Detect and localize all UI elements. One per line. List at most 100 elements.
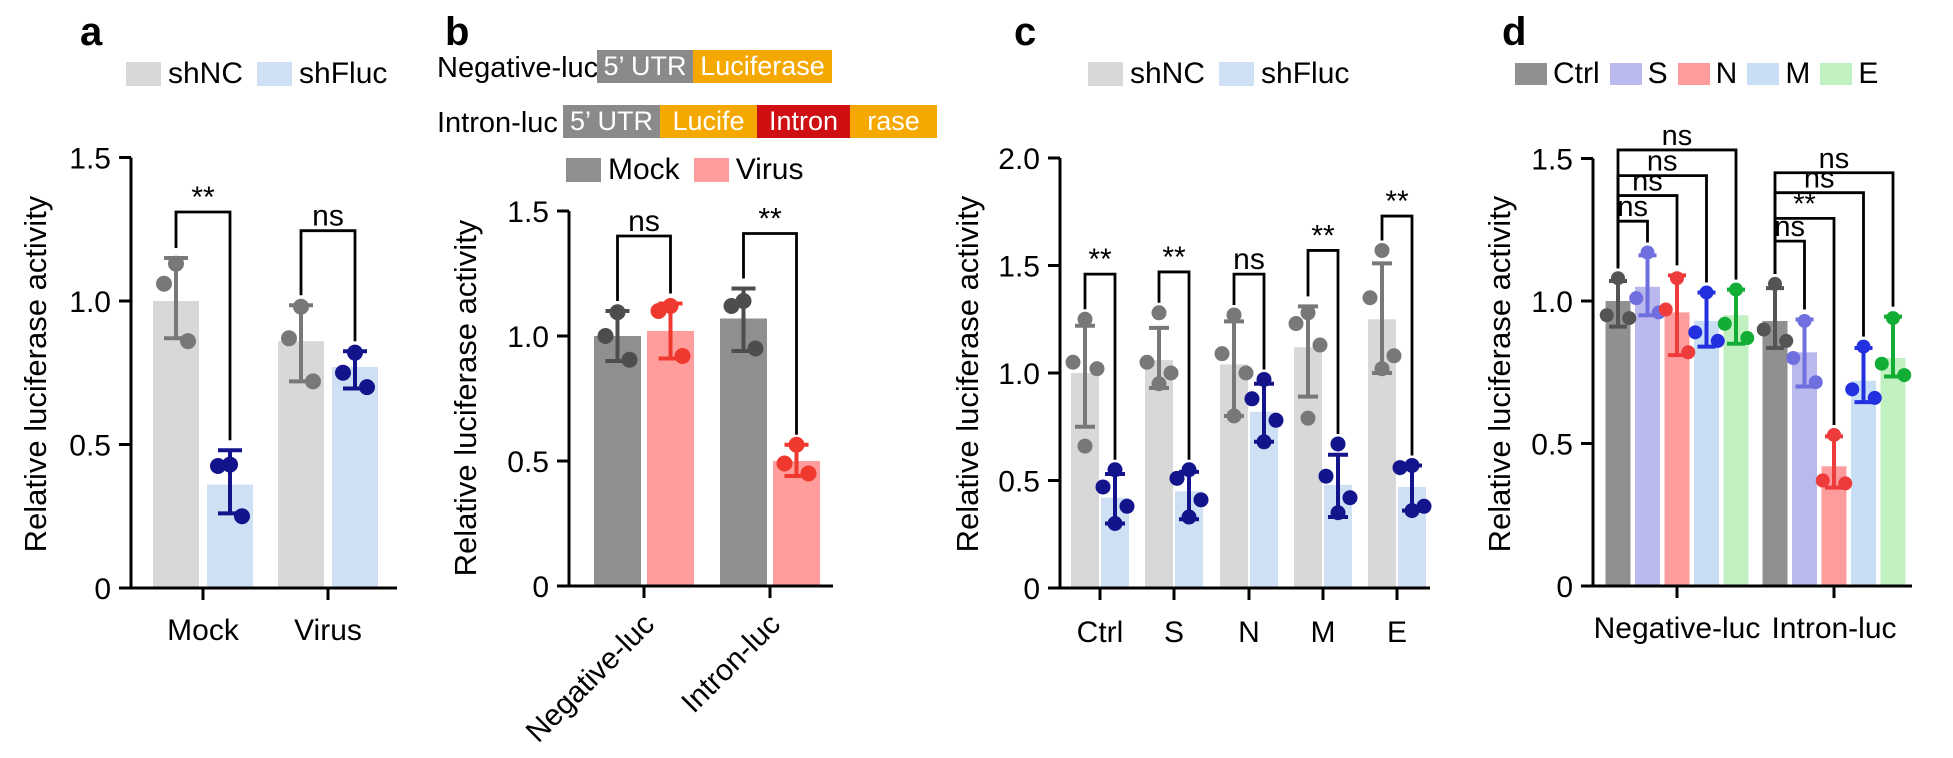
sig-label: ** [1385,185,1409,218]
data-point [662,298,679,314]
legend-label-m: M [1785,57,1811,90]
bar [1851,380,1876,586]
data-point [800,465,817,482]
data-point [168,255,184,272]
sig-bracket [1157,270,1191,460]
legend-label-shnc: shNC [1130,57,1206,90]
data-point [1193,492,1209,508]
data-point [1077,438,1093,454]
data-point [1670,271,1684,286]
bar [1880,358,1906,586]
legend-label-shfluc: shFluc [1261,57,1350,90]
data-point [222,456,238,473]
sig-bracket [1616,219,1649,269]
data-point [1163,365,1179,381]
legend-label-n: N [1715,57,1738,90]
data-point [1856,339,1871,354]
data-point [1729,282,1743,297]
category-label: Intron-luc [1771,612,1896,645]
data-point [1756,322,1771,337]
legend-swatch-virus [693,158,729,182]
construct-negative-luc: 5’ UTR Luciferase [597,50,832,83]
category-label: Mock [167,614,240,647]
data-point [1681,345,1696,360]
y-tick-label: 1.0 [998,358,1040,391]
legend-swatch-shnc [1088,62,1123,86]
data-point [1256,434,1272,450]
construct-segment-lucife: Lucife [660,105,757,138]
data-point [1256,371,1272,387]
data-point [1867,390,1882,405]
data-point [1611,271,1625,286]
data-point [1629,291,1644,306]
data-point [1717,316,1732,331]
data-point [1107,516,1123,531]
y-tick-label: 0 [94,573,111,606]
data-point [156,275,172,292]
y-tick-label: 0 [532,571,549,604]
data-point [621,351,638,368]
data-point [1827,427,1841,442]
sig-bracket [1083,272,1117,460]
sig-label: ns [1662,120,1693,152]
data-point [1815,473,1830,488]
sig-label: ns [312,200,344,233]
data-point [1139,354,1155,370]
legend-swatch-e [1820,63,1853,85]
sig-label: ns [1804,163,1835,195]
data-point [735,293,752,309]
data-point [1342,490,1358,506]
y-tick-label: 1.0 [1531,286,1573,319]
construct-label-intron-luc: Intron-luc [437,107,558,139]
category-label: Intron-luc [675,608,787,720]
construct-segment-rase: rase [850,105,937,138]
data-point [1089,361,1105,377]
data-point [1181,509,1197,525]
data-point [1095,479,1111,495]
bar [1792,352,1817,586]
panel-label-b: b [445,10,470,54]
bar [153,301,199,588]
sig-label: ns [1819,143,1850,175]
y-tick-label: 1.0 [507,321,549,354]
sig-label: ** [1793,188,1816,220]
data-point [597,328,614,344]
data-point [1362,290,1378,306]
data-point [1300,410,1316,426]
category-label: Negative-luc [520,608,661,749]
data-point [1374,242,1390,258]
data-point [1181,462,1197,478]
legend-label-shfluc: shFluc [299,57,388,90]
data-point [1404,457,1420,473]
sig-label: ns [628,205,660,238]
y-tick-label: 0.5 [1531,429,1573,462]
sig-bracket [1232,272,1266,370]
bar [720,318,767,586]
category-label: Ctrl [1077,616,1124,649]
data-point [1214,346,1230,362]
category-label: M [1311,616,1336,649]
data-point [1151,305,1167,321]
sig-label: ** [1311,219,1335,252]
construct-segment-luciferase: Luciferase [693,50,832,83]
data-point [1404,503,1420,519]
sig-label: ns [1233,243,1265,276]
data-point [1416,498,1432,514]
data-point [180,333,196,350]
data-point [1845,382,1860,397]
bar [1145,360,1173,588]
legend-swatch-shfluc [257,62,293,86]
sig-bracket [174,210,232,441]
data-point [1330,505,1346,521]
legend-swatch-mock [566,158,601,182]
legend-label-shnc: shNC [168,57,244,90]
legend-swatch-shfluc [1219,62,1255,86]
data-point [210,458,226,475]
legend-panel-c: shNC shFluc [1088,57,1363,91]
legend-swatch-s [1609,63,1642,85]
data-point [788,436,805,453]
data-point [747,340,764,357]
legend-label-s: S [1647,57,1668,90]
